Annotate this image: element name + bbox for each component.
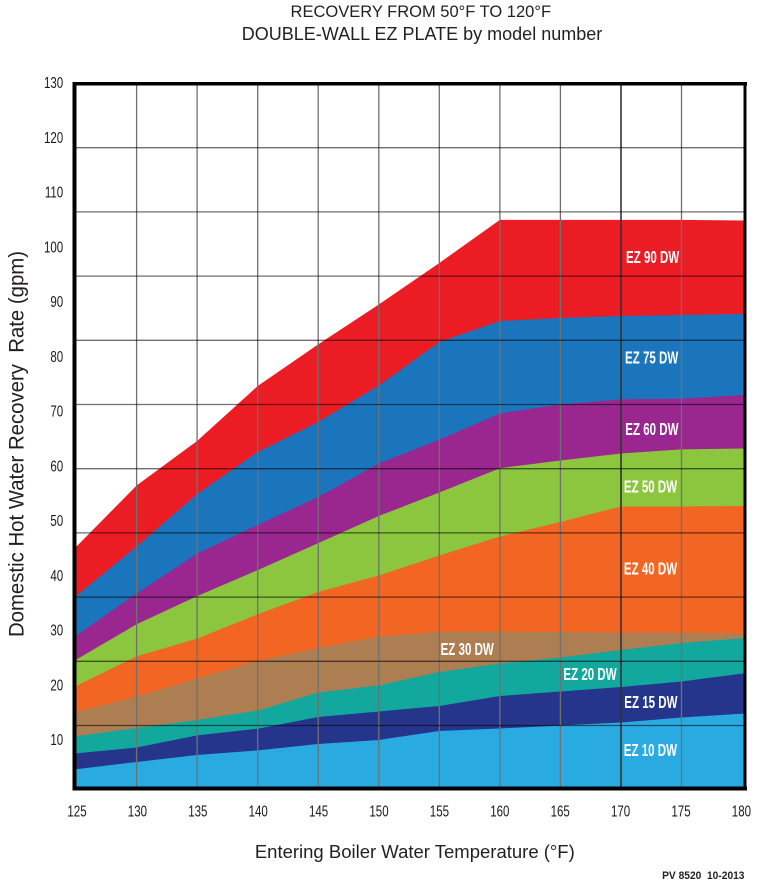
svg-text:60: 60 (50, 456, 63, 474)
svg-text:50: 50 (50, 511, 63, 529)
svg-text:PV 8520 10-2013: PV 8520 10-2013 (662, 869, 744, 881)
svg-text:170: 170 (611, 802, 630, 820)
svg-text:130: 130 (44, 73, 63, 91)
svg-text:Domestic Hot Water Recovery R: Domestic Hot Water Recovery Rate (gpm) (5, 251, 28, 637)
svg-text:RECOVERY FROM 50°F TO 120°F: RECOVERY FROM 50°F TO 120°F (291, 3, 551, 21)
svg-text:Entering Boiler Water Temperat: Entering Boiler Water Temperature (°F) (255, 841, 575, 862)
svg-text:DOUBLE-WALL EZ PLATE by model: DOUBLE-WALL EZ PLATE by model number (242, 24, 602, 44)
svg-text:100: 100 (44, 237, 63, 255)
svg-text:EZ 30 DW: EZ 30 DW (441, 641, 494, 660)
svg-text:130: 130 (128, 802, 147, 820)
svg-text:EZ 75 DW: EZ 75 DW (625, 349, 678, 368)
svg-text:165: 165 (551, 802, 570, 820)
svg-text:80: 80 (50, 347, 63, 365)
svg-text:180: 180 (732, 802, 751, 820)
svg-text:70: 70 (50, 402, 63, 420)
svg-text:EZ 10 DW: EZ 10 DW (624, 742, 677, 761)
svg-text:40: 40 (50, 566, 63, 584)
svg-text:175: 175 (671, 802, 690, 820)
svg-text:110: 110 (45, 183, 64, 201)
svg-text:10: 10 (50, 730, 63, 748)
svg-text:145: 145 (309, 802, 328, 820)
svg-text:EZ 40 DW: EZ 40 DW (624, 560, 677, 579)
svg-text:EZ 20 DW: EZ 20 DW (563, 666, 616, 685)
svg-text:EZ 15 DW: EZ 15 DW (624, 694, 677, 713)
svg-text:EZ 90 DW: EZ 90 DW (626, 249, 679, 268)
svg-text:125: 125 (67, 802, 86, 820)
svg-text:30: 30 (50, 621, 63, 639)
svg-text:EZ 50 DW: EZ 50 DW (624, 478, 677, 497)
svg-text:90: 90 (50, 292, 63, 310)
svg-text:20: 20 (50, 675, 63, 693)
svg-text:140: 140 (249, 802, 268, 820)
svg-text:135: 135 (188, 802, 207, 820)
svg-text:155: 155 (430, 802, 449, 820)
svg-text:160: 160 (490, 802, 509, 820)
svg-text:150: 150 (369, 802, 388, 820)
svg-text:120: 120 (44, 128, 63, 146)
svg-text:EZ 60 DW: EZ 60 DW (625, 421, 678, 440)
